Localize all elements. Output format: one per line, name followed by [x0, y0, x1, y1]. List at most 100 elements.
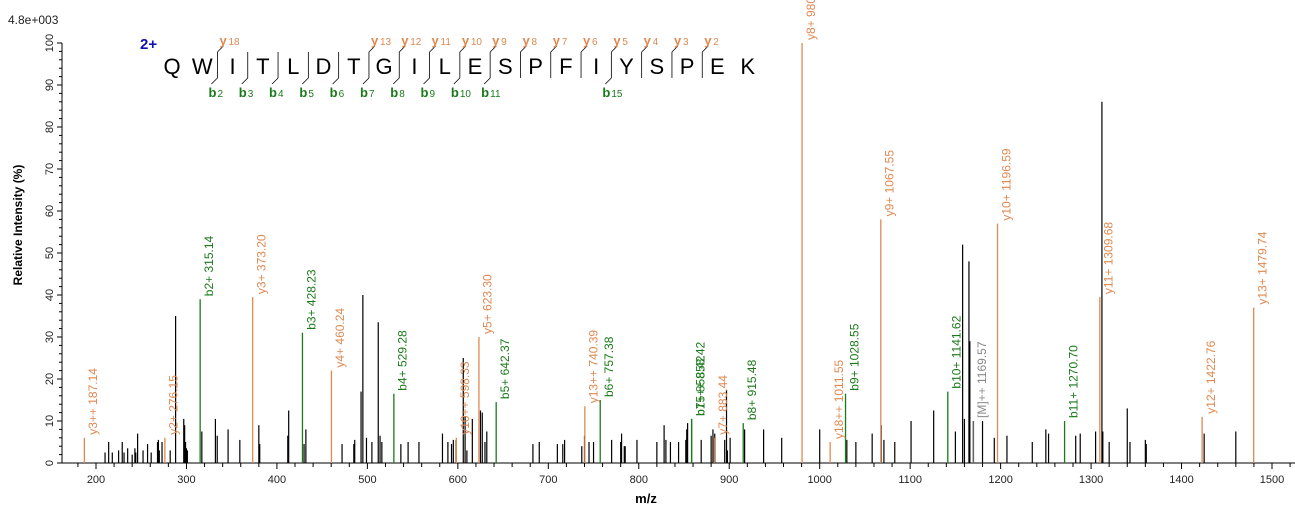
peak-label: b8+ 915.48 [745, 359, 759, 420]
y-ion-index: 10 [471, 37, 483, 48]
y-ion-marker: y [583, 33, 591, 48]
y-ion-index: 11 [441, 37, 452, 48]
b-ion-marker: b [330, 85, 338, 100]
y-tick-label: 0 [44, 460, 56, 466]
sequence-residue: K [740, 54, 755, 79]
b-ion-index: 9 [430, 89, 436, 100]
peak-label: b5+ 642.37 [498, 338, 512, 399]
y-tick-label: 80 [44, 121, 56, 133]
b-ion-marker: b [299, 85, 307, 100]
b-ion-index: 5 [308, 89, 314, 100]
y-ion-marker: y [522, 33, 530, 48]
peak-label: y9+ 1067.55 [883, 150, 897, 217]
sequence-residue: S [649, 54, 664, 79]
y-tick-label: 70 [44, 163, 56, 175]
b-ion-index: 4 [278, 89, 284, 100]
sequence-residue: P [680, 54, 695, 79]
sequence-residue: E [710, 54, 725, 79]
y-ion-index: 12 [410, 37, 422, 48]
peak-label: y10+ 1196.59 [999, 148, 1013, 221]
peak-label: y18++ 1011.55 [832, 359, 846, 439]
b-ion-index: 15 [611, 89, 623, 100]
y-ion-index: 8 [531, 37, 537, 48]
peak-label: y13+ 1479.74 [1255, 231, 1269, 304]
y-ion-index: 4 [653, 37, 659, 48]
sequence-residue: D [316, 54, 332, 79]
y-tick-label: 40 [44, 289, 56, 301]
sequence-residue: L [439, 54, 451, 79]
charge-state-label: 2+ [140, 36, 157, 53]
peak-label: b3+ 428.23 [304, 269, 318, 330]
peak-label: y3++ 187.14 [86, 368, 100, 435]
sequence-residue: T [256, 54, 269, 79]
peak-label: b10+ 1141.62 [950, 315, 964, 388]
y-ion-index: 2 [713, 37, 719, 48]
y-ion-index: 18 [228, 37, 240, 48]
x-tick-label: 500 [358, 474, 376, 486]
sequence-residue: I [411, 54, 417, 79]
y-ion-index: 5 [622, 37, 628, 48]
peak-labels: y3++ 187.14 y2+ 276.15 b2+ 315.14 y3+ 373.2… [86, 0, 1269, 439]
peak-label: b7+ 858.42 [693, 355, 707, 416]
sequence-residue: L [287, 54, 299, 79]
b-ion-marker: b [481, 85, 489, 100]
peak-label: y11+ 1309.68 [1102, 222, 1116, 295]
peak-label: b2+ 315.14 [202, 235, 216, 296]
peak-label: y4+ 460.24 [333, 308, 347, 368]
b-ion-marker: b [269, 85, 277, 100]
b-ion-marker: b [451, 85, 459, 100]
y-ion-index: 3 [683, 37, 689, 48]
x-tick-label: 600 [449, 474, 467, 486]
sequence-residue: Q [163, 54, 180, 79]
b-ion-index: 7 [369, 89, 375, 100]
peptide-sequence-annotation: Q W I T L D T G I L E S P F I Y S P E Ky 18b 2y 13b 7y 12b 8y 11b 9… [163, 33, 755, 100]
sequence-residue: E [468, 54, 483, 79]
sequence-residue: G [376, 54, 393, 79]
b-ion-index: 10 [460, 89, 472, 100]
peak-label: b6+ 757.38 [602, 336, 616, 397]
x-axis-label: m/z [635, 491, 657, 506]
sequence-residue: T [347, 54, 360, 79]
peak-label: [M]++ 1169.57 [975, 341, 989, 418]
peak-label: y2+ 276.15 [167, 375, 181, 435]
y-ion-index: 13 [380, 37, 392, 48]
y-ion-marker: y [371, 33, 379, 48]
peak-label: y5+ 623.30 [481, 274, 495, 334]
x-tick-label: 1100 [898, 474, 922, 486]
peak-label: y13++ 740.39 [587, 330, 601, 404]
x-tick-label: 1400 [1169, 474, 1193, 486]
y-ion-marker: y [492, 33, 500, 48]
sequence-residue: S [498, 54, 513, 79]
peak-label: y3+ 373.20 [254, 234, 268, 294]
x-tick-label: 900 [720, 474, 738, 486]
y-tick-label: 20 [44, 373, 56, 385]
y-tick-label: 50 [44, 247, 56, 259]
sequence-residue: I [230, 54, 236, 79]
y-ion-marker: y [704, 33, 712, 48]
peak-label: b15++ 858.42 [693, 341, 707, 415]
y-ion-index: 9 [501, 37, 507, 48]
y-ion-marker: y [401, 33, 409, 48]
y-ion-marker: y [432, 33, 440, 48]
peak-label: b4+ 529.28 [396, 330, 410, 391]
b-ion-marker: b [208, 85, 216, 100]
peaks [83, 43, 1255, 463]
y-ion-index: 6 [592, 37, 598, 48]
y-ion-marker: y [674, 33, 682, 48]
peak-label: b9+ 1028.55 [847, 323, 861, 390]
b-ion-marker: b [390, 85, 398, 100]
x-tick-label: 400 [268, 474, 286, 486]
y-ion-marker: y [613, 33, 621, 48]
b-ion-index: 11 [490, 89, 501, 100]
peak-label: b11+ 1270.70 [1066, 345, 1080, 418]
b-ion-marker: b [421, 85, 429, 100]
b-ion-index: 6 [339, 89, 345, 100]
peak-label: y10++ 598.33 [458, 361, 472, 435]
sequence-residue: W [192, 54, 213, 79]
y-ion-marker: y [219, 33, 227, 48]
intensity-scale-label: 4.8e+003 [8, 13, 59, 27]
y-tick-label: 30 [44, 331, 56, 343]
y-ion-marker: y [553, 33, 561, 48]
sequence-residue: P [528, 54, 543, 79]
